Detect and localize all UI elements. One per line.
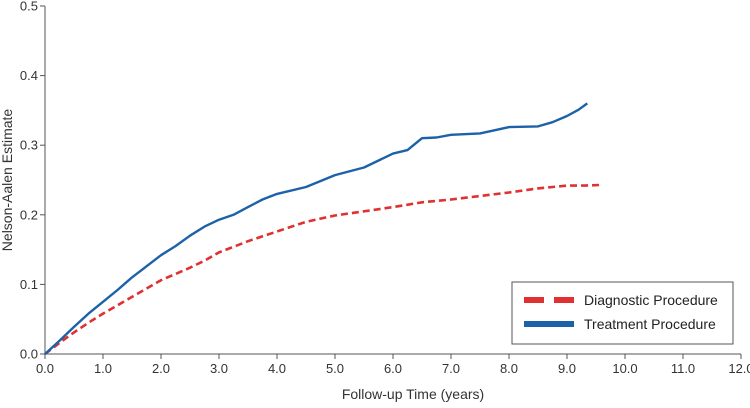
y-tick-label: 0.2 xyxy=(20,207,38,222)
y-tick-label: 0.1 xyxy=(20,277,38,292)
y-tick-label: 0.0 xyxy=(20,347,38,362)
legend: Diagnostic Procedure Treatment Procedure xyxy=(511,281,734,345)
legend-label: Diagnostic Procedure xyxy=(584,292,718,308)
x-tick-label: 4.0 xyxy=(268,361,286,376)
x-tick-label: 9.0 xyxy=(558,361,576,376)
x-tick-label: 3.0 xyxy=(210,361,228,376)
x-tick-label: 6.0 xyxy=(384,361,402,376)
x-tick-label: 5.0 xyxy=(326,361,344,376)
x-tick-label: 8.0 xyxy=(500,361,518,376)
x-tick-label: 12.0 xyxy=(728,361,750,376)
x-tick-label: 0.0 xyxy=(36,361,54,376)
x-tick-label: 10.0 xyxy=(612,361,637,376)
diagnostic-procedure-line xyxy=(44,183,602,356)
y-axis-title: Nelson-Aalen Estimate xyxy=(0,109,15,252)
x-tick-label: 11.0 xyxy=(671,361,695,376)
x-tick-label: 1.0 xyxy=(94,361,112,376)
legend-label: Treatment Procedure xyxy=(584,316,716,332)
x-tick-label: 2.0 xyxy=(152,361,170,376)
legend-box xyxy=(511,281,734,345)
y-tick-label: 0.5 xyxy=(20,0,38,14)
treatment-procedure-line xyxy=(44,102,589,355)
series-lines xyxy=(44,102,602,356)
x-tick-label: 7.0 xyxy=(442,361,460,376)
x-axis-title: Follow-up Time (years) xyxy=(342,386,484,402)
y-tick-label: 0.3 xyxy=(20,138,38,153)
y-tick-label: 0.4 xyxy=(20,68,38,83)
